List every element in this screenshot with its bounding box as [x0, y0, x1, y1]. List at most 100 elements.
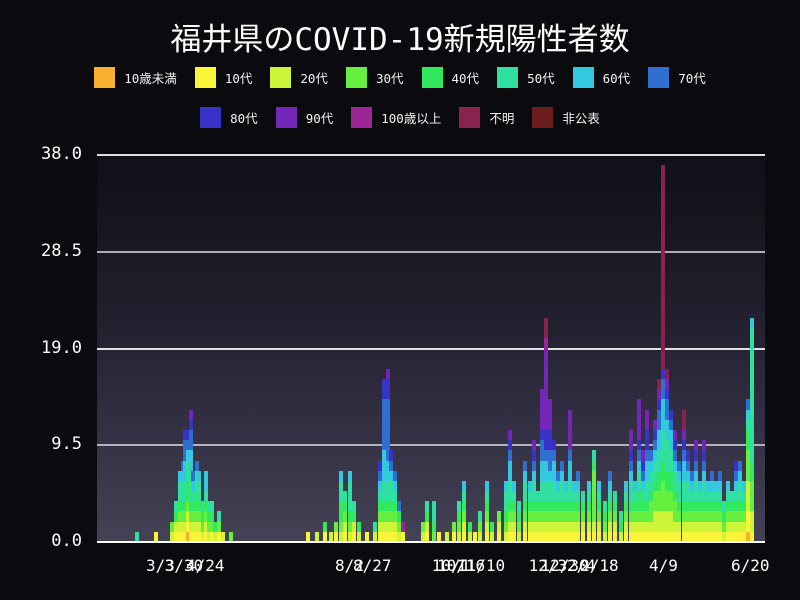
- bar-column[interactable]: [200, 501, 205, 542]
- bar-column[interactable]: [507, 430, 512, 542]
- bar-column[interactable]: [432, 501, 437, 542]
- bar-column[interactable]: [306, 531, 311, 542]
- legend-item-40代[interactable]: 40代: [421, 66, 479, 88]
- bar-column[interactable]: [197, 470, 202, 542]
- bar-column[interactable]: [347, 470, 352, 542]
- bar-column[interactable]: [177, 470, 182, 542]
- bar-column[interactable]: [388, 450, 393, 542]
- bar-column[interactable]: [511, 480, 516, 542]
- bar-column[interactable]: [741, 480, 746, 542]
- bar-column[interactable]: [462, 480, 467, 542]
- bar-column[interactable]: [522, 460, 527, 542]
- bar-column[interactable]: [649, 450, 654, 542]
- bar-column[interactable]: [351, 501, 356, 542]
- bar-column[interactable]: [153, 531, 158, 542]
- bar-column[interactable]: [586, 480, 591, 542]
- bar-column[interactable]: [645, 409, 650, 542]
- legend-item-20代[interactable]: 20代: [270, 66, 328, 88]
- bar-column[interactable]: [396, 501, 401, 542]
- bar-column[interactable]: [563, 480, 568, 542]
- bar-column[interactable]: [629, 429, 634, 542]
- bar-column[interactable]: [613, 491, 618, 542]
- bar-column[interactable]: [745, 399, 750, 542]
- bar-column[interactable]: [618, 511, 623, 542]
- bar-column[interactable]: [183, 430, 188, 542]
- bar-column[interactable]: [653, 419, 658, 542]
- bar-column[interactable]: [135, 531, 140, 542]
- bar-column[interactable]: [633, 480, 638, 542]
- bar-column[interactable]: [372, 521, 377, 542]
- bar-column[interactable]: [382, 379, 387, 542]
- bar-column[interactable]: [641, 450, 646, 542]
- bar-column[interactable]: [473, 531, 478, 542]
- bar-column[interactable]: [733, 460, 738, 542]
- bar-column[interactable]: [721, 501, 726, 542]
- bar-column[interactable]: [581, 491, 586, 542]
- bar-column[interactable]: [385, 368, 390, 542]
- bar-column[interactable]: [673, 430, 678, 542]
- bar-column[interactable]: [531, 440, 536, 542]
- bar-column[interactable]: [677, 460, 682, 542]
- bar-column[interactable]: [170, 521, 175, 542]
- legend-item-50代[interactable]: 50代: [497, 66, 555, 88]
- bar-column[interactable]: [543, 317, 548, 542]
- bar-column[interactable]: [485, 480, 490, 542]
- bar-column[interactable]: [216, 511, 221, 542]
- bar-column[interactable]: [420, 521, 425, 542]
- bar-column[interactable]: [567, 409, 572, 542]
- bar-column[interactable]: [334, 521, 339, 542]
- bar-column[interactable]: [597, 480, 602, 542]
- bar-column[interactable]: [437, 531, 442, 542]
- legend-item-10歳未満[interactable]: 10歳未満: [94, 66, 177, 88]
- bar-column[interactable]: [194, 460, 199, 542]
- bar-column[interactable]: [693, 440, 698, 542]
- bar-column[interactable]: [575, 470, 580, 542]
- bar-column[interactable]: [697, 480, 702, 542]
- bar-column[interactable]: [364, 531, 369, 542]
- legend-item-非公表[interactable]: 非公表: [532, 106, 600, 128]
- bar-column[interactable]: [185, 430, 190, 542]
- bar-column[interactable]: [637, 399, 642, 542]
- bar-column[interactable]: [467, 521, 472, 542]
- bar-column[interactable]: [527, 480, 532, 542]
- bar-column[interactable]: [705, 480, 710, 542]
- bar-column[interactable]: [378, 460, 383, 542]
- bar-column[interactable]: [624, 480, 629, 542]
- bar-column[interactable]: [392, 470, 397, 542]
- bar-column[interactable]: [729, 491, 734, 542]
- bar-column[interactable]: [539, 389, 544, 542]
- bar-column[interactable]: [343, 491, 348, 542]
- bar-column[interactable]: [725, 480, 730, 542]
- bar-column[interactable]: [661, 165, 666, 542]
- bar-column[interactable]: [713, 480, 718, 542]
- bar-column[interactable]: [188, 409, 193, 542]
- bar-column[interactable]: [323, 521, 328, 542]
- bar-column[interactable]: [689, 470, 694, 542]
- bar-column[interactable]: [400, 521, 405, 542]
- bar-column[interactable]: [457, 501, 462, 542]
- bar-column[interactable]: [497, 511, 502, 542]
- bar-column[interactable]: [478, 511, 483, 542]
- legend-item-80代[interactable]: 80代: [200, 106, 258, 128]
- bar-column[interactable]: [547, 399, 552, 542]
- bar-column[interactable]: [749, 317, 754, 542]
- legend-item-不明[interactable]: 不明: [459, 106, 514, 128]
- legend-item-100歳以上[interactable]: 100歳以上: [351, 106, 441, 128]
- legend-item-10代[interactable]: 10代: [194, 66, 252, 88]
- bar-column[interactable]: [681, 409, 686, 542]
- bar-column[interactable]: [356, 521, 361, 542]
- legend-item-30代[interactable]: 30代: [345, 66, 404, 88]
- bar-column[interactable]: [665, 368, 670, 542]
- bar-column[interactable]: [328, 531, 333, 542]
- bar-column[interactable]: [203, 470, 208, 542]
- bar-column[interactable]: [180, 460, 185, 542]
- bar-column[interactable]: [339, 470, 344, 542]
- legend-item-70代[interactable]: 70代: [648, 66, 706, 88]
- bar-column[interactable]: [191, 470, 196, 542]
- bar-column[interactable]: [551, 440, 556, 542]
- bar-column[interactable]: [608, 470, 613, 542]
- bar-column[interactable]: [602, 501, 607, 542]
- legend-item-60代[interactable]: 60代: [572, 66, 630, 88]
- bar-column[interactable]: [591, 450, 596, 542]
- bar-column[interactable]: [451, 521, 456, 542]
